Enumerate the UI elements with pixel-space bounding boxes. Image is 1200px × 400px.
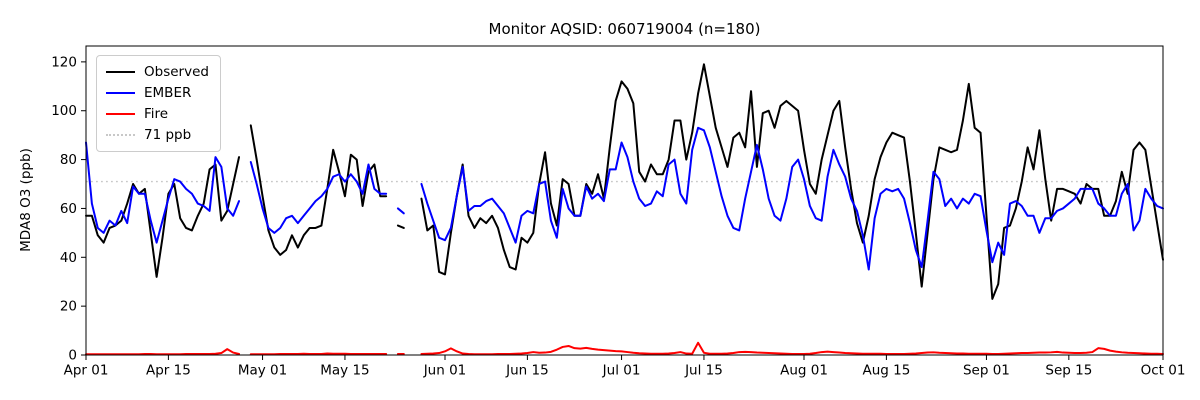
svg-text:Aug 01: Aug 01 xyxy=(780,363,828,379)
ember-line-swatch xyxy=(106,92,135,94)
legend-label: EMBER xyxy=(144,85,192,101)
y-axis-label: MDA8 O3 (ppb) xyxy=(18,148,34,252)
svg-text:Jun 01: Jun 01 xyxy=(423,363,467,379)
svg-text:Sep 01: Sep 01 xyxy=(963,363,1010,379)
svg-text:120: 120 xyxy=(51,54,77,70)
svg-text:40: 40 xyxy=(60,250,77,266)
svg-text:100: 100 xyxy=(51,103,77,119)
legend: Observed EMBER Fire 71 ppb xyxy=(96,55,221,152)
svg-text:Apr 15: Apr 15 xyxy=(146,363,191,379)
svg-text:60: 60 xyxy=(60,201,77,217)
legend-label: Observed xyxy=(144,64,209,80)
svg-text:May 15: May 15 xyxy=(320,363,369,379)
legend-label: Fire xyxy=(144,106,169,122)
fire-line-swatch xyxy=(106,113,135,115)
svg-text:Jun 15: Jun 15 xyxy=(505,363,549,379)
legend-item-ember: EMBER xyxy=(106,85,209,101)
svg-text:Aug 15: Aug 15 xyxy=(862,363,910,379)
threshold-line-swatch xyxy=(106,134,135,136)
svg-text:Apr 01: Apr 01 xyxy=(64,363,109,379)
svg-text:20: 20 xyxy=(60,299,77,315)
chart-title: Monitor AQSID: 060719004 (n=180) xyxy=(488,20,761,38)
svg-text:May 01: May 01 xyxy=(238,363,287,379)
legend-item-fire: Fire xyxy=(106,106,209,122)
observed-line-swatch xyxy=(106,71,135,73)
svg-text:80: 80 xyxy=(60,152,77,168)
legend-item-observed: Observed xyxy=(106,64,209,80)
svg-text:Jul 01: Jul 01 xyxy=(602,363,641,379)
svg-text:Oct 01: Oct 01 xyxy=(1141,363,1186,379)
svg-text:Jul 15: Jul 15 xyxy=(684,363,723,379)
svg-text:0: 0 xyxy=(68,348,77,364)
svg-text:Sep 15: Sep 15 xyxy=(1045,363,1092,379)
legend-item-threshold: 71 ppb xyxy=(106,127,209,143)
legend-label: 71 ppb xyxy=(144,127,192,143)
